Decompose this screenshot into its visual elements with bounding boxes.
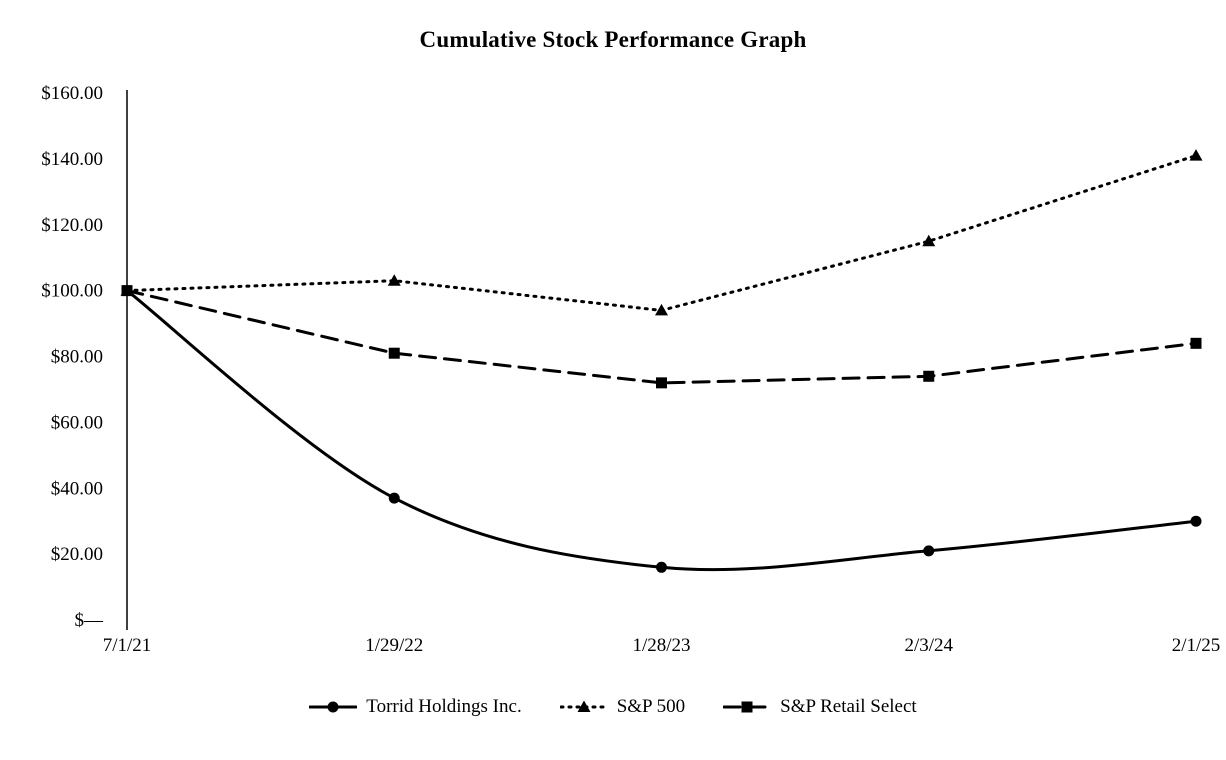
legend-label: S&P 500 (616, 696, 686, 717)
x-tick-label: 2/1/25 (1172, 635, 1221, 656)
series-line-s-p-500 (125, 154, 1198, 312)
legend-sample-dashed-square (723, 701, 772, 713)
y-tick-label: $— (75, 610, 105, 631)
chart-legend: Torrid Holdings Inc. S&P 500 S&P Retail Se… (0, 695, 1226, 719)
circle-marker (1190, 515, 1202, 527)
triangle-marker (1189, 149, 1203, 161)
chart-title: Cumulative Stock Performance Graph (419, 27, 807, 52)
circle-marker (327, 701, 339, 713)
y-tick-label: $80.00 (51, 347, 103, 368)
legend-item-torrid-holdings-inc: Torrid Holdings Inc. (309, 695, 522, 719)
y-tick-label: $120.00 (41, 215, 103, 236)
y-tick-label: $40.00 (51, 478, 103, 499)
square-marker (121, 285, 133, 297)
circle-marker (656, 561, 667, 573)
triangle-marker (387, 274, 401, 286)
legend-label: Torrid Holdings Inc. (366, 696, 522, 717)
legend-item-s-p-500: S&P 500 (559, 695, 686, 719)
triangle-marker (655, 303, 668, 316)
x-tick-label: 1/29/22 (365, 635, 423, 656)
y-tick-label: $160.00 (41, 83, 103, 104)
square-marker (1190, 337, 1202, 349)
series-line-s-p-retail-select (125, 289, 1198, 385)
stock-performance-chart: $— $20.00 $40.00 $60.00 $80.00 $100.00 $120.00… (41, 83, 1221, 656)
square-marker (388, 347, 400, 359)
legend-sample-dotted-triangle (559, 700, 608, 712)
series-line-torrid-holdings-inc (125, 289, 1198, 572)
square-marker (656, 377, 667, 389)
triangle-marker (577, 700, 591, 712)
y-tick-label: $20.00 (51, 544, 103, 565)
legend-sample-solid-circle (309, 701, 358, 713)
x-tick-label: 2/3/24 (904, 635, 953, 656)
legend-label: S&P Retail Select (780, 696, 917, 717)
square-marker (923, 370, 935, 382)
x-tick-label: 1/28/23 (632, 635, 690, 656)
y-tick-label: $60.00 (51, 412, 103, 433)
circle-marker (923, 545, 935, 557)
legend-item-s-p-retail-select: S&P Retail Select (723, 695, 917, 719)
y-tick-label: $140.00 (41, 149, 103, 170)
y-tick-label: $100.00 (41, 281, 103, 302)
circle-marker (388, 492, 400, 504)
x-tick-label: 7/1/21 (103, 635, 152, 656)
triangle-marker (922, 234, 936, 247)
square-marker (741, 701, 753, 713)
